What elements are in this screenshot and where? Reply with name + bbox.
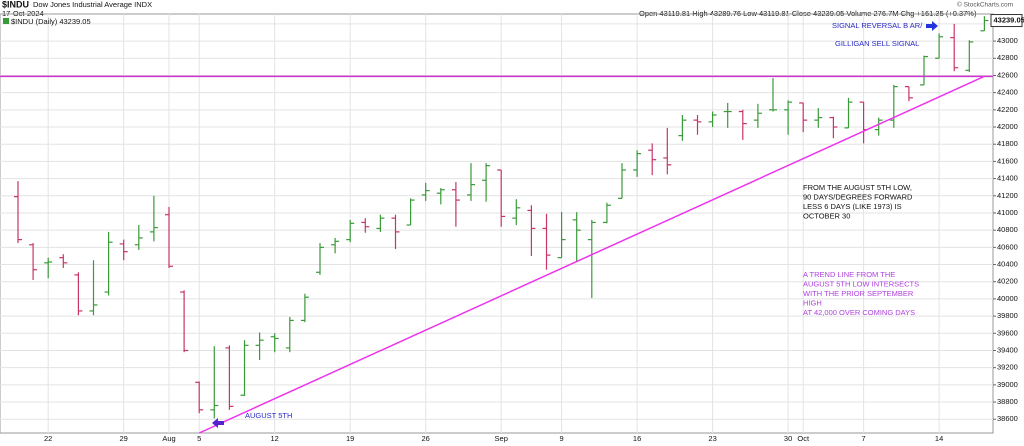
y-tick-label: 42200 (997, 105, 1018, 114)
y-tick-label: 39200 (997, 363, 1018, 372)
x-tick-label: Aug (162, 434, 175, 443)
note-line: AUGUST 5TH LOW INTERSECTS (803, 279, 919, 288)
note-line: 90 DAYS/DEGREES FORWARD (803, 192, 913, 201)
x-tick-label: 9 (560, 434, 564, 443)
notes: FROM THE AUGUST 5TH LOW,90 DAYS/DEGREES … (803, 183, 919, 317)
y-tick-label: 39000 (997, 380, 1018, 389)
y-tick-label: 40400 (997, 260, 1018, 269)
note-line: AT 42,000 OVER COMING DAYS (803, 308, 915, 317)
y-tick-label: 38600 (997, 414, 1018, 423)
y-tick-label: 41400 (997, 174, 1018, 183)
price-box (990, 14, 1023, 28)
quote: Open 43119.81 High 43289.76 Low 43119.81… (639, 9, 977, 18)
x-tick-label: 26 (422, 434, 430, 443)
x-tick-label: 29 (120, 434, 128, 443)
y-tick-label: 38800 (997, 397, 1018, 406)
x-tick-label: 30 (784, 434, 792, 443)
y-tick-label: 39600 (997, 328, 1018, 337)
y-tick-label: 41800 (997, 139, 1018, 148)
y-tick-label: 39400 (997, 345, 1018, 354)
x-tick-label: 23 (708, 434, 716, 443)
plot-frame (0, 13, 994, 434)
x-tick-label: 19 (346, 434, 354, 443)
x-tick-label: Sep (495, 434, 508, 443)
note-line: HIGH (803, 298, 822, 307)
x-tick-label: 14 (935, 434, 943, 443)
x-tick-label: 5 (197, 434, 201, 443)
note-line: FROM THE AUGUST 5TH LOW, (803, 183, 912, 192)
annotation: AUGUST 5TH (245, 411, 292, 420)
x-tick-label: 22 (44, 434, 52, 443)
y-tick-label: 40200 (997, 277, 1018, 286)
y-tick-label: 40000 (997, 294, 1018, 303)
annotation: SIGNAL REVERSAL B AR/ (832, 21, 923, 30)
y-tick-label: 40600 (997, 242, 1018, 251)
y-tick-label: 42400 (997, 88, 1018, 97)
price-label: 43239.05 (994, 16, 1024, 25)
note-line: LESS 6 DAYS (LIKE 1973) IS (803, 202, 902, 211)
y-tick-label: 40800 (997, 225, 1018, 234)
trend-line (198, 75, 985, 434)
y-tick-label: 42800 (997, 53, 1018, 62)
y-tick-label: 42600 (997, 70, 1018, 79)
security-name: Dow Jones Industrial Average INDX (33, 0, 152, 9)
note-line: WITH THE PRIOR SEPTEMBER (803, 289, 914, 298)
annotation: GILLIGAN SELL SIGNAL (835, 39, 919, 48)
y-tick-label: 39800 (997, 311, 1018, 320)
legend: $INDU (Daily) 43239.05 (11, 17, 91, 26)
date: 17-Oct-2024 (2, 9, 44, 18)
symbol: $INDU (2, 0, 29, 9)
x-tick-label: 7 (862, 434, 866, 443)
legend-swatch (3, 18, 9, 24)
credit: © StockCharts.com (957, 1, 1013, 9)
marks (0, 16, 993, 434)
y-tick-label: 41600 (997, 156, 1018, 165)
y-axis: 38600 38800 39000 39200 39400 39600 39800 40000… (990, 14, 1024, 423)
arrow (212, 418, 224, 428)
x-tick-label: 12 (271, 434, 279, 443)
grid: 22 29 Aug 5 12 19 26 Sep 9 16 23 30 Oct 7 14 (0, 14, 993, 443)
y-tick-label: 41200 (997, 191, 1018, 200)
y-tick-label: 43000 (997, 36, 1018, 45)
note-line: OCTOBER 30 (803, 211, 850, 220)
y-tick-label: 42000 (997, 122, 1018, 131)
x-tick-label: 16 (633, 434, 641, 443)
x-tick-label: Oct (797, 434, 810, 443)
y-tick-label: 41000 (997, 208, 1018, 217)
arrow (926, 21, 938, 31)
note-line: A TREND LINE FROM THE (803, 270, 895, 279)
